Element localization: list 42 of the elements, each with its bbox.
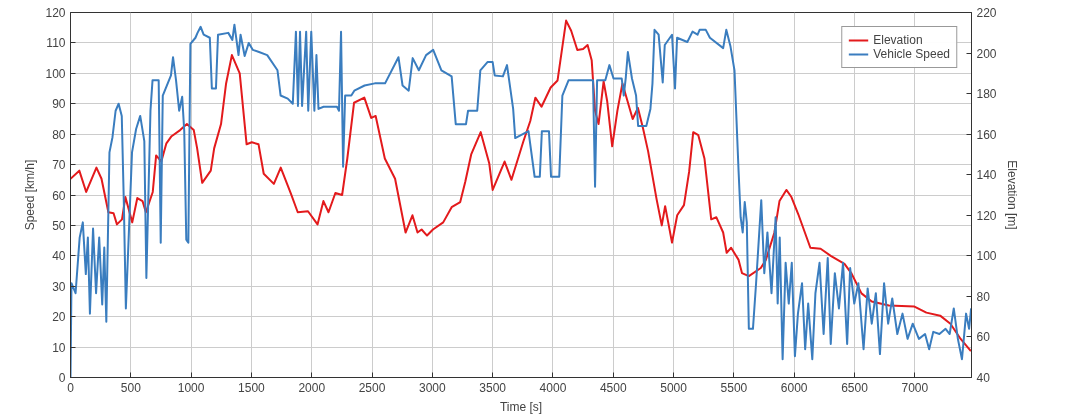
- y-tick-label: 80: [52, 127, 66, 142]
- x-axis-title: Time [s]: [499, 399, 543, 414]
- y2-tick-label: 180: [976, 87, 997, 102]
- x-tick-label: 5000: [660, 380, 688, 395]
- x-tick-label: 3500: [479, 380, 507, 395]
- x-tick-label: 5500: [720, 380, 748, 395]
- y-tick-label: 90: [52, 97, 66, 112]
- y-tick-label: 20: [52, 310, 66, 325]
- y-tick-label: 100: [45, 66, 66, 81]
- x-tick-label: 2000: [298, 380, 326, 395]
- x-tick-label: 500: [120, 380, 142, 395]
- y-axis-title: Speed [km/h]: [23, 159, 38, 231]
- x-tick-label: 6500: [841, 380, 869, 395]
- y-tick-label: 0: [58, 371, 66, 385]
- x-tick-label: 4000: [539, 380, 567, 395]
- y2-tick-label: 60: [976, 330, 991, 345]
- x-tick-label: 3000: [419, 380, 447, 395]
- y2-tick-label: 160: [976, 127, 997, 142]
- y-tick-label: 60: [52, 188, 66, 203]
- y-tick-label: 110: [46, 36, 66, 51]
- legend-label: Vehicle Speed: [873, 47, 950, 61]
- x-tick-label: 1500: [238, 380, 266, 395]
- y-tick-label: 10: [52, 340, 66, 355]
- x-tick-label: 2500: [358, 380, 386, 395]
- y-tick-label: 30: [52, 279, 66, 294]
- y-tick-label: 40: [52, 249, 66, 264]
- y-tick-label: 70: [52, 158, 66, 173]
- y2-tick-label: 220: [976, 6, 997, 20]
- y2-tick-label: 120: [976, 208, 997, 223]
- y2-tick-label: 100: [976, 249, 997, 264]
- x-tick-label: 1000: [177, 380, 205, 395]
- y2-tick-label: 80: [976, 289, 991, 304]
- y2-axis-title: Elevation [m]: [1004, 160, 1019, 230]
- legend-label: Elevation: [873, 33, 923, 47]
- x-tick-label: 4500: [599, 380, 627, 395]
- y2-tick-label: 40: [976, 371, 991, 385]
- y2-tick-label: 200: [976, 46, 997, 61]
- y-tick-label: 50: [52, 218, 66, 233]
- x-tick-label: 7000: [901, 380, 929, 395]
- y2-tick-label: 140: [976, 168, 997, 183]
- y-tick-label: 120: [45, 6, 66, 20]
- x-tick-label: 6000: [780, 380, 808, 395]
